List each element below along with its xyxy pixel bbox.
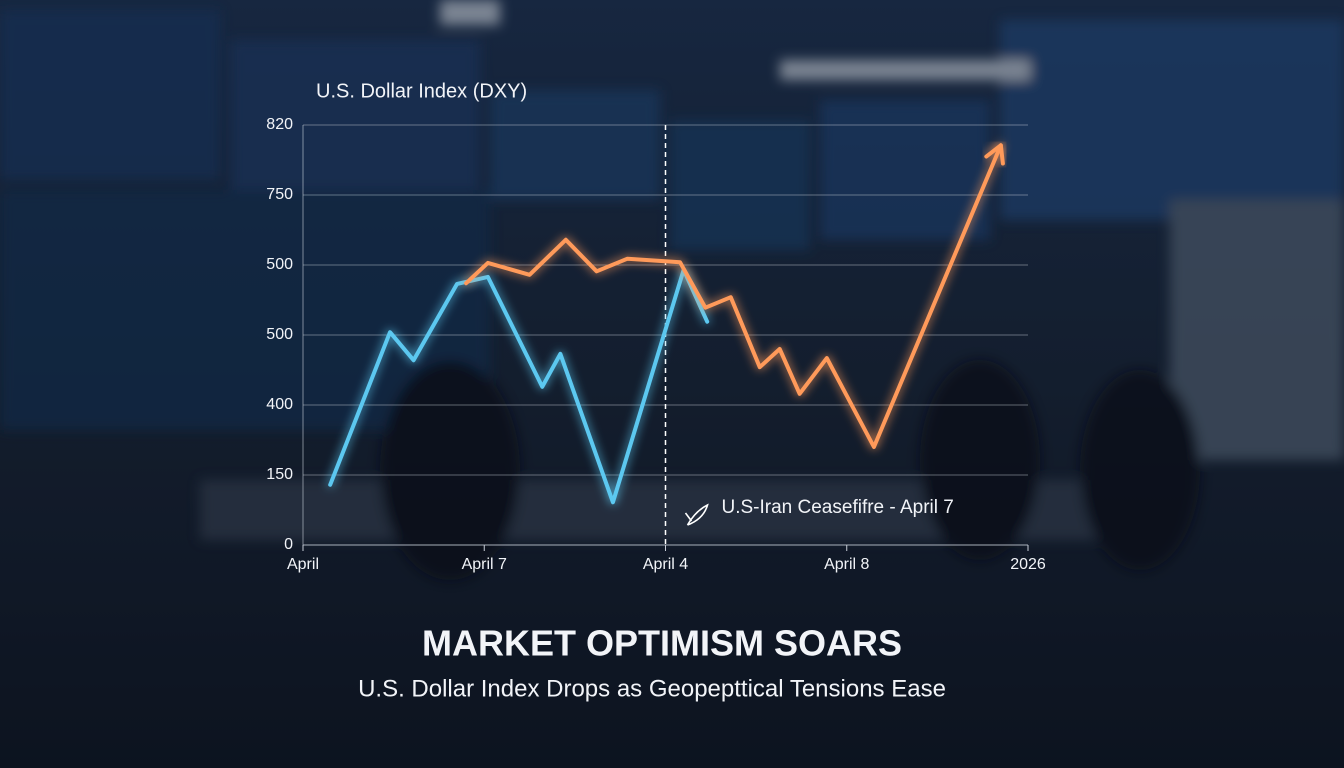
- chart-subtitle: U.S. Dollar Index Drops as Geopepttical …: [358, 675, 946, 702]
- x-tick-label: April: [287, 556, 319, 573]
- y-axis-title: U.S. Dollar Index (DXY): [316, 80, 527, 102]
- y-tick-label: 500: [266, 326, 293, 343]
- y-tick-label: 150: [266, 466, 293, 483]
- event-label: U.S-Iran Ceasefifre - April 7: [722, 497, 954, 518]
- x-tick-label: April 8: [824, 556, 869, 573]
- x-tick-label: April 7: [462, 556, 507, 573]
- chart-title: MARKET OPTIMISM SOARS: [422, 623, 902, 664]
- y-tick-label: 0: [284, 536, 293, 553]
- x-tick-label: 2026: [1010, 556, 1046, 573]
- y-tick-label: 400: [266, 396, 293, 413]
- event-icon: [684, 503, 709, 526]
- series-line: [464, 143, 1003, 449]
- arrow-head: [984, 143, 1005, 166]
- y-tick-label: 820: [266, 116, 293, 133]
- y-tick-label: 750: [266, 186, 293, 203]
- series-line: [328, 267, 710, 505]
- x-tick-label: April 4: [643, 556, 688, 573]
- y-tick-label: 500: [266, 256, 293, 273]
